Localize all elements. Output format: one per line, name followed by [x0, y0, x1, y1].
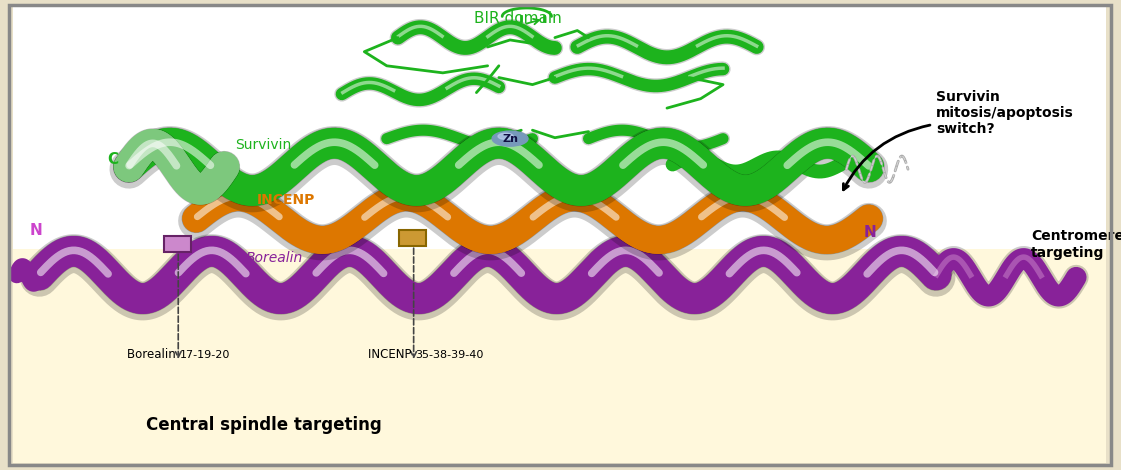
Text: Central spindle targeting: Central spindle targeting: [146, 416, 381, 434]
Circle shape: [492, 131, 528, 146]
Text: C: C: [108, 152, 119, 167]
Text: N: N: [29, 223, 43, 238]
FancyBboxPatch shape: [164, 236, 191, 252]
Text: Borealin: Borealin: [127, 348, 179, 361]
Text: N: N: [863, 225, 877, 240]
Text: BIR domain: BIR domain: [474, 11, 562, 26]
Text: Zn: Zn: [502, 134, 518, 144]
FancyBboxPatch shape: [399, 230, 426, 246]
Text: Borealin: Borealin: [245, 251, 304, 265]
Circle shape: [498, 133, 513, 140]
Text: 17-19-20: 17-19-20: [179, 350, 230, 360]
Text: INCENP: INCENP: [368, 348, 415, 361]
Text: Survivin: Survivin: [235, 138, 291, 152]
FancyBboxPatch shape: [13, 7, 1106, 249]
Text: 35-38-39-40: 35-38-39-40: [415, 350, 483, 360]
Text: Survivin
mitosis/apoptosis
switch?: Survivin mitosis/apoptosis switch?: [936, 90, 1074, 136]
Text: Centromere
targeting: Centromere targeting: [1031, 229, 1121, 259]
FancyBboxPatch shape: [13, 249, 1106, 463]
Text: INCENP: INCENP: [257, 193, 315, 207]
